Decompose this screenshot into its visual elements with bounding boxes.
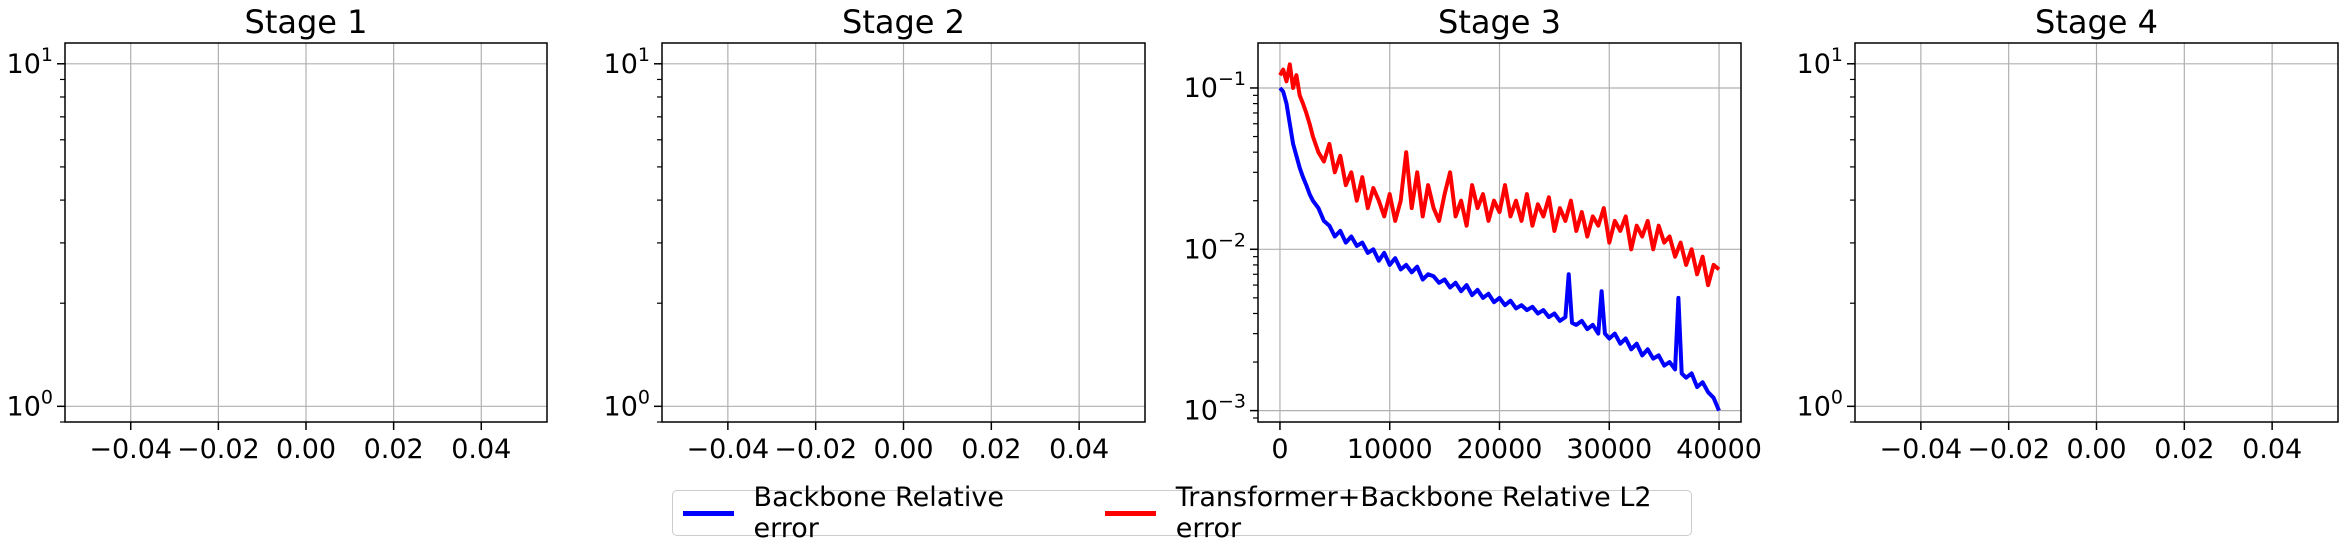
panel-stage-1: −0.04 −0.02 0.00 0.02 0.04 100 101 Stage 1 (7, 3, 548, 465)
panel-title: Stage 1 (245, 3, 368, 41)
x-tick-label: 0.00 (2066, 434, 2126, 465)
legend-swatch-red (1105, 510, 1156, 516)
legend-item-backbone: Backbone Relative error (683, 482, 1057, 544)
x-tick-label: −0.04 (686, 434, 769, 465)
x-tick-label: 0.00 (276, 434, 336, 465)
x-tick-label: 40000 (1676, 434, 1762, 465)
plot-frame (1854, 42, 2339, 423)
x-tick-label: −0.04 (89, 434, 172, 465)
panel-stage-4: −0.04 −0.02 0.00 0.02 0.04 100 101 Stage 4 (1797, 3, 2339, 465)
y-tick-label: 10−1 (1184, 68, 1246, 104)
x-tick-label: 0.04 (2242, 434, 2302, 465)
legend-label-transformer: Transformer+Backbone Relative L2 error (1175, 482, 1652, 544)
panel-title: Stage 2 (842, 3, 965, 41)
x-tick-label: −0.02 (177, 434, 260, 465)
x-tick-label: 0 (1271, 434, 1288, 465)
x-tick-label: 0.02 (364, 434, 424, 465)
legend-label-backbone: Backbone Relative error (753, 482, 1004, 544)
legend-item-transformer: Transformer+Backbone Relative L2 error (1105, 482, 1691, 544)
x-tick-label: −0.02 (774, 434, 857, 465)
y-tick-label: 100 (1797, 386, 1843, 422)
y-tick-label: 10−3 (1184, 391, 1246, 427)
x-tick-label: 20000 (1457, 434, 1543, 465)
y-tick-label: 101 (604, 44, 650, 80)
series-line-transformer (1278, 62, 1721, 288)
panel-stage-3: 0 10000 20000 30000 40000 10−3 10−2 10−1 Stage 3 (1184, 3, 1762, 465)
plot-frame (64, 42, 548, 423)
x-tick-label: 0.00 (873, 434, 933, 465)
legend: Backbone Relative error Transformer+Back… (672, 482, 1692, 544)
legend-swatch-blue (683, 510, 734, 516)
plot-frame (1257, 42, 1742, 423)
panel-title: Stage 3 (1438, 3, 1561, 41)
x-tick-label: 30000 (1566, 434, 1652, 465)
y-tick-label: 100 (604, 386, 650, 422)
x-tick-label: 0.02 (961, 434, 1021, 465)
y-tick-label: 10−2 (1184, 229, 1246, 265)
x-tick-label: 0.04 (451, 434, 511, 465)
x-tick-label: 10000 (1347, 434, 1433, 465)
x-tick-label: −0.02 (1967, 434, 2050, 465)
plot-frame (661, 42, 1146, 423)
x-tick-label: −0.04 (1879, 434, 1962, 465)
series-line-backbone (1278, 86, 1721, 412)
panel-stage-2: −0.04 −0.02 0.00 0.02 0.04 100 101 Stage 2 (604, 3, 1146, 465)
y-tick-label: 101 (7, 44, 53, 80)
x-tick-label: 0.02 (2154, 434, 2214, 465)
y-tick-label: 100 (7, 386, 53, 422)
x-tick-label: 0.04 (1049, 434, 1109, 465)
panel-title: Stage 4 (2035, 3, 2158, 41)
y-tick-label: 101 (1797, 44, 1843, 80)
